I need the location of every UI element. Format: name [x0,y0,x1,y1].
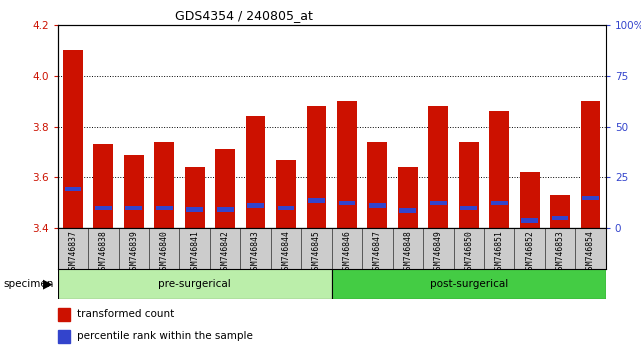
Bar [58,330,70,343]
Bar [337,101,357,228]
Text: GSM746848: GSM746848 [403,230,412,274]
Text: GSM746839: GSM746839 [129,230,138,274]
Bar [338,201,355,205]
Bar [217,207,233,212]
Bar [460,206,477,210]
Text: GSM746854: GSM746854 [586,230,595,274]
Bar [187,207,203,212]
Text: GSM746841: GSM746841 [190,230,199,274]
Text: GSM746843: GSM746843 [251,230,260,274]
Bar [367,142,387,228]
FancyBboxPatch shape [58,269,332,299]
Bar [430,201,447,205]
Bar [428,106,448,228]
Bar [308,198,325,202]
Bar [95,206,112,210]
Bar [58,308,70,321]
Text: GDS4354 / 240805_at: GDS4354 / 240805_at [174,9,313,22]
Text: specimen: specimen [3,279,54,289]
Bar [215,149,235,228]
Bar [491,201,508,205]
Bar [398,167,418,228]
Bar [369,203,386,208]
Text: transformed count: transformed count [77,309,174,319]
Bar [278,206,294,210]
Text: GSM746852: GSM746852 [525,230,534,274]
Bar [126,206,142,210]
Bar [185,167,204,228]
Text: post-surgerical: post-surgerical [429,279,508,289]
Bar [552,216,569,221]
Bar [63,50,83,228]
Bar [156,206,172,210]
Text: ▶: ▶ [43,278,53,291]
Text: pre-surgerical: pre-surgerical [158,279,231,289]
Bar [489,111,509,228]
Bar [306,106,326,228]
Text: GSM746840: GSM746840 [160,230,169,274]
Bar [581,101,601,228]
Bar [399,208,416,213]
Bar [154,142,174,228]
Bar [124,155,144,228]
Text: GSM746851: GSM746851 [495,230,504,274]
Bar [582,195,599,200]
Text: GSM746845: GSM746845 [312,230,321,274]
Bar [94,144,113,228]
Text: GSM746837: GSM746837 [69,230,78,274]
Text: GSM746849: GSM746849 [434,230,443,274]
Text: GSM746838: GSM746838 [99,230,108,274]
Text: GSM746853: GSM746853 [556,230,565,274]
Bar [550,195,570,228]
Text: GSM746842: GSM746842 [221,230,229,274]
Text: GSM746847: GSM746847 [373,230,382,274]
Bar [521,218,538,223]
Bar [65,187,81,191]
Bar [459,142,479,228]
Text: percentile rank within the sample: percentile rank within the sample [77,331,253,341]
Text: GSM746844: GSM746844 [281,230,290,274]
Bar [520,172,540,228]
Bar [246,116,265,228]
FancyBboxPatch shape [332,269,606,299]
Text: GSM746846: GSM746846 [342,230,351,274]
Text: GSM746850: GSM746850 [464,230,473,274]
Bar [247,203,264,208]
Bar [276,160,296,228]
